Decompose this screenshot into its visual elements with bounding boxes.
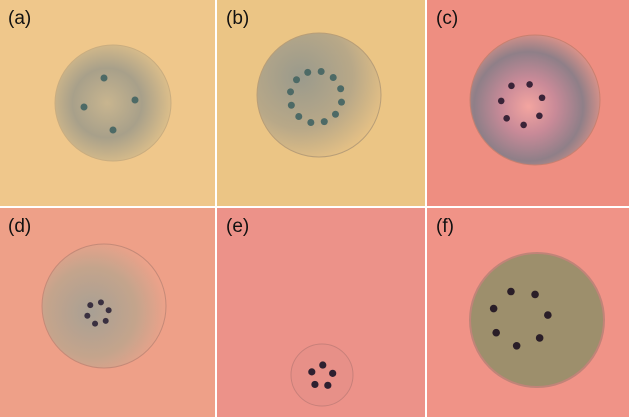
disk [42,244,166,368]
particle [103,318,109,324]
particle [498,98,505,105]
particle [308,368,315,375]
particle [98,299,104,305]
particle [536,112,543,119]
disk [291,344,353,406]
particle [508,83,515,90]
particle [92,321,98,327]
particle [330,74,337,81]
panel-label: (a) [8,8,31,29]
particle [520,122,527,129]
particle [321,118,328,125]
particle [87,302,93,308]
particle [513,342,521,350]
particle [492,329,500,337]
particle [288,102,295,109]
particle [507,288,515,296]
particle [338,99,345,106]
particle [287,88,294,95]
particle [101,75,108,82]
particle [503,115,510,122]
particle [295,113,302,120]
particle [536,334,544,342]
disk [257,33,381,157]
particle [539,94,546,101]
particle [132,97,139,104]
particle [311,381,318,388]
particle [106,307,112,313]
particle [307,119,314,126]
particle [318,68,325,75]
disk [470,253,604,387]
panel-label: (b) [226,8,249,29]
panel-label: (e) [226,216,249,237]
particle [304,69,311,76]
particle [324,382,331,389]
panel-label: (c) [436,8,458,29]
particle [526,81,533,88]
disk [470,35,600,165]
particle [544,311,552,319]
figure: (a) (b) (c) (d) (e) (f) [0,0,629,417]
panel-label: (f) [436,216,454,237]
particle [293,76,300,83]
panel-label: (d) [8,216,31,237]
particle [531,291,539,299]
particle [319,361,326,368]
particle [84,313,90,319]
particle [337,85,344,92]
particle [329,370,336,377]
particle [332,111,339,118]
particle [490,305,498,313]
particle [81,104,88,111]
particle [110,127,117,134]
disk [55,45,171,161]
